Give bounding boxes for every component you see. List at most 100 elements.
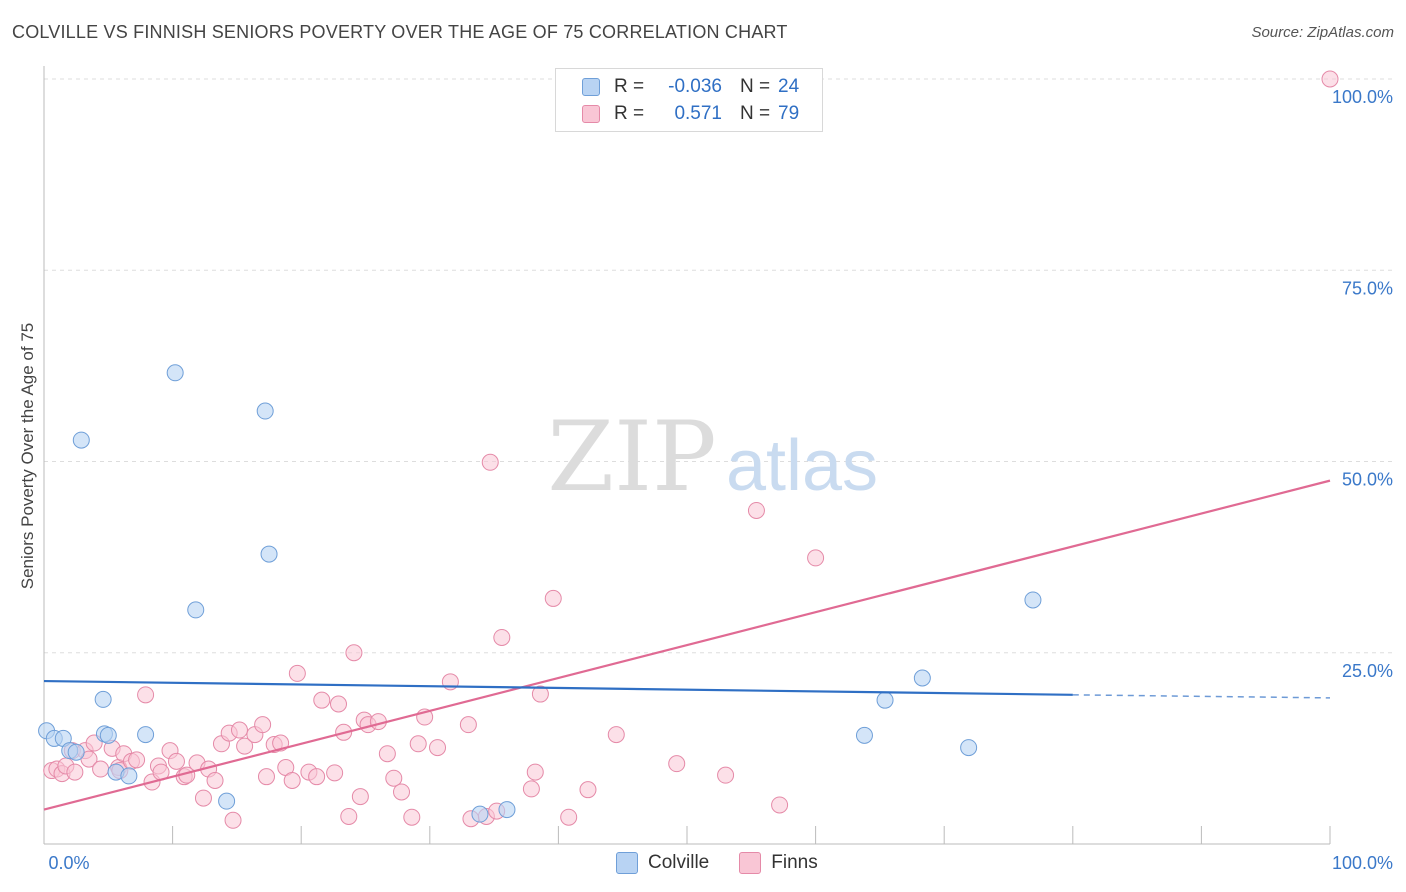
colville-point (99, 726, 117, 744)
tick-labels: 25.0% 50.0% 75.0% 100.0% 0.0% 100.0% (48, 87, 1393, 873)
finns-point (579, 781, 597, 799)
finns-point (92, 760, 110, 778)
colville-point (855, 726, 873, 744)
finns-point (194, 789, 212, 807)
colville-points (38, 364, 1042, 823)
colville-legend-label: Colville (648, 852, 710, 873)
finns-point (409, 735, 427, 753)
finns-point (544, 589, 562, 607)
finns-point (283, 772, 301, 790)
r-label: R = (614, 76, 645, 97)
finns-trend-line (43, 479, 1331, 811)
legend-row-colville: R = -0.036 N = 24 (582, 74, 799, 100)
colville-legend-swatch (616, 852, 638, 874)
finns-point (254, 716, 272, 734)
r-value: 0.571 (674, 103, 722, 124)
finns-point (137, 686, 155, 704)
finns-point (1321, 70, 1339, 88)
x-tick-label: 0.0% (48, 853, 89, 873)
y-tick-label: 100.0% (1332, 87, 1393, 107)
finns-point (807, 549, 825, 567)
finns-point (206, 772, 224, 790)
colville-trend-extension (1072, 694, 1331, 699)
colville-point (137, 726, 155, 744)
finns-point (66, 763, 84, 781)
source-label: Source: ZipAtlas.com (1251, 24, 1394, 41)
finns-point (429, 739, 447, 757)
finns-point (771, 796, 789, 814)
finns-point (385, 769, 403, 787)
finns-point (329, 695, 347, 713)
colville-point (166, 364, 184, 382)
finns-point (607, 726, 625, 744)
finns-point (459, 716, 477, 734)
colville-swatch (582, 78, 600, 96)
finns-point (403, 808, 421, 826)
r-label: R = (614, 103, 645, 124)
finns-point (493, 628, 511, 646)
n-value: 79 (778, 103, 800, 124)
finns-point (481, 453, 499, 471)
finns-point (288, 664, 306, 682)
colville-point (67, 743, 85, 761)
finns-point (308, 768, 326, 786)
y-tick-label: 50.0% (1342, 470, 1393, 490)
axes (43, 66, 1331, 845)
watermark-zip: ZIP (547, 401, 716, 513)
finns-point (230, 721, 248, 739)
finns-point (167, 752, 185, 770)
series-legend: Colville Finns (616, 852, 848, 874)
colville-point (498, 801, 516, 819)
grid-lines (44, 78, 1394, 654)
n-label: N = (740, 103, 771, 124)
chart-title: COLVILLE VS FINNISH SENIORS POVERTY OVER… (12, 22, 788, 42)
colville-point (913, 669, 931, 687)
watermark: ZIP atlas (547, 401, 878, 513)
colville-point (256, 402, 274, 420)
colville-point (120, 767, 138, 785)
finns-point (257, 768, 275, 786)
finns-swatch (582, 105, 600, 123)
legend-row-finns: R = 0.571 N = 79 (582, 101, 799, 127)
colville-point (187, 601, 205, 619)
r-value: -0.036 (668, 76, 722, 97)
colville-point (1024, 591, 1042, 609)
finns-point (345, 644, 363, 662)
colville-point (960, 739, 978, 757)
y-tick-label: 75.0% (1342, 278, 1393, 298)
finns-point (522, 780, 540, 798)
finns-point (526, 763, 544, 781)
colville-point (72, 431, 90, 449)
watermark-atlas: atlas (726, 426, 878, 506)
finns-point (531, 685, 549, 703)
n-label: N = (740, 76, 771, 97)
legend-item-finns: Finns (739, 852, 818, 874)
finns-point (747, 501, 765, 519)
finns-legend-swatch (739, 852, 762, 874)
finns-point (224, 811, 242, 829)
correlation-legend: R = -0.036 N = 24 R = 0.571 N = 79 (555, 68, 823, 132)
finns-point (236, 737, 254, 755)
colville-trend-line (43, 679, 1073, 696)
x-tick-label: 100.0% (1332, 853, 1393, 873)
trend-lines (43, 479, 1331, 811)
finns-point (340, 807, 358, 825)
finns-point (326, 764, 344, 782)
finns-point (668, 755, 686, 773)
finns-point (378, 745, 396, 763)
colville-point (94, 690, 112, 708)
y-tick-label: 25.0% (1342, 661, 1393, 681)
finns-point (560, 808, 578, 826)
finns-point (128, 751, 146, 769)
finns-point (717, 766, 735, 784)
finns-legend-label: Finns (771, 852, 818, 873)
finns-points (43, 70, 1339, 829)
finns-point (393, 783, 411, 801)
finns-point (351, 788, 369, 806)
finns-point (313, 691, 331, 709)
n-value: 24 (778, 76, 800, 97)
legend-item-colville: Colville (616, 852, 709, 874)
colville-point (260, 545, 278, 563)
colville-point (471, 805, 489, 823)
